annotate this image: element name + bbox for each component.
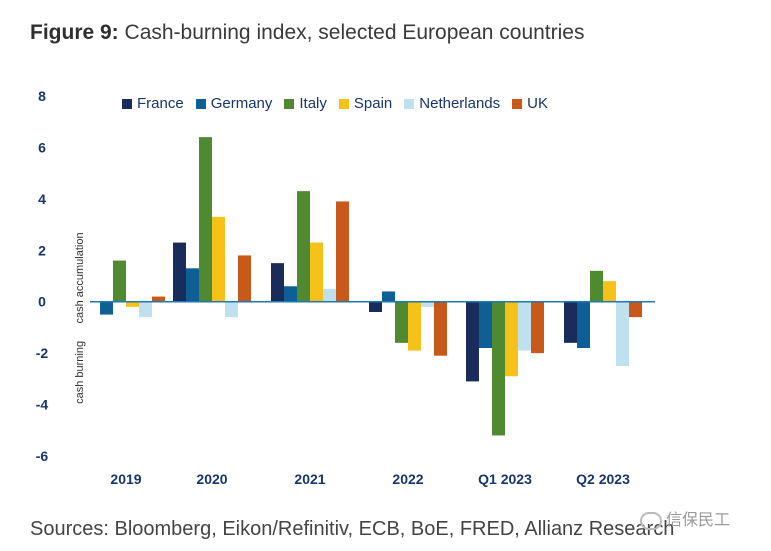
bar-france-2021: [271, 263, 284, 302]
legend-swatch: [122, 98, 132, 109]
legend-swatch: [338, 98, 349, 109]
bar-italy-2021: [297, 191, 310, 302]
bar-chart: 8 6 4 2 0 -2 -4 -6 cash accumulation cash burning…: [36, 88, 655, 487]
bar-france-q1-2023: [466, 301, 479, 382]
y-tick-label: -4: [36, 397, 49, 413]
bar-netherlands-q2-2023: [616, 301, 629, 366]
legend-label: Netherlands: [419, 95, 501, 112]
bar-germany-q2-2023: [577, 301, 590, 348]
legend-item-netherlands: Netherlands: [404, 95, 500, 112]
legend-label: Germany: [210, 95, 273, 112]
legend-label: France: [137, 95, 184, 112]
x-tick-label: Q1 2023: [478, 471, 532, 487]
bar-spain-q1-2023: [505, 301, 518, 377]
legend-item-spain: Spain: [338, 95, 393, 112]
legend-label: UK: [527, 95, 548, 112]
title-text: Cash-burning index, selected European co…: [124, 21, 585, 44]
y-tick-label: -6: [36, 448, 49, 464]
y-tick-label: 2: [38, 242, 46, 258]
legend-swatch: [404, 98, 415, 109]
y-axis-label-bottom: cash burning: [74, 341, 86, 404]
x-tick-label: 2019: [110, 471, 141, 487]
legend-label: Spain: [353, 95, 393, 112]
bar-spain-q2-2023: [603, 281, 616, 302]
x-tick-label: 2020: [196, 471, 227, 487]
bar-italy-q1-2023: [492, 301, 505, 436]
chart-title: Figure 9: Cash-burning index, selected E…: [30, 21, 584, 45]
y-tick-label: 8: [38, 88, 46, 104]
y-axis-label-top: cash accumulation: [74, 232, 86, 323]
y-tick-label: 4: [38, 191, 46, 207]
legend-item-italy: Italy: [284, 95, 327, 112]
legend-swatch: [512, 98, 523, 109]
y-tick-label: 0: [38, 294, 46, 310]
legend-label: Italy: [299, 95, 327, 112]
bar-italy-q2-2023: [590, 270, 603, 302]
legend-item-france: France: [122, 95, 184, 112]
bar-netherlands-2020: [225, 301, 238, 318]
legend-item-germany: Germany: [195, 95, 273, 112]
bar-germany-2021: [284, 286, 297, 302]
watermark: 信保民工: [640, 506, 730, 530]
y-tick-label: 6: [38, 139, 46, 155]
bar-france-2020: [173, 242, 186, 302]
x-tick-label: 2021: [294, 471, 325, 487]
legend-swatch: [195, 98, 206, 109]
bar-uk-2022: [434, 301, 447, 356]
bar-france-2022: [369, 301, 382, 312]
bar-uk-q1-2023: [531, 301, 544, 354]
bar-italy-2022: [395, 301, 408, 343]
y-tick-label: -2: [36, 345, 49, 361]
bar-spain-2020: [212, 216, 225, 302]
bar-italy-2019: [113, 260, 126, 302]
legend: France Germany Italy Spain Netherlands UK: [122, 95, 548, 112]
bar-uk-q2-2023: [629, 301, 642, 318]
bar-netherlands-2019: [139, 301, 152, 318]
bar-uk-2019: [152, 296, 165, 302]
x-tick-label: Q2 2023: [576, 471, 630, 487]
bar-germany-q1-2023: [479, 301, 492, 348]
bar-france-q2-2023: [564, 301, 577, 343]
legend-item-uk: UK: [512, 95, 548, 112]
bar-spain-2021: [310, 242, 323, 302]
bar-spain-2019: [126, 301, 139, 307]
bar-netherlands-2021: [323, 288, 336, 302]
source-note: Sources: Bloomberg, Eikon/Refinitiv, ECB…: [30, 518, 675, 540]
bar-italy-2020: [199, 137, 212, 302]
chat-icon: [640, 511, 662, 530]
bar-spain-2022: [408, 301, 421, 351]
legend-swatch: [284, 98, 295, 109]
bar-netherlands-2022: [421, 301, 434, 307]
bar-uk-2021: [336, 201, 349, 302]
figure-number: Figure 9:: [30, 21, 119, 44]
watermark-text: 信保民工: [666, 512, 731, 529]
bar-germany-2020: [186, 268, 199, 302]
bar-germany-2019: [100, 301, 113, 315]
bar-uk-2020: [238, 255, 251, 302]
bar-germany-2022: [382, 291, 395, 302]
bar-netherlands-q1-2023: [518, 301, 531, 351]
x-tick-label: 2022: [392, 471, 423, 487]
